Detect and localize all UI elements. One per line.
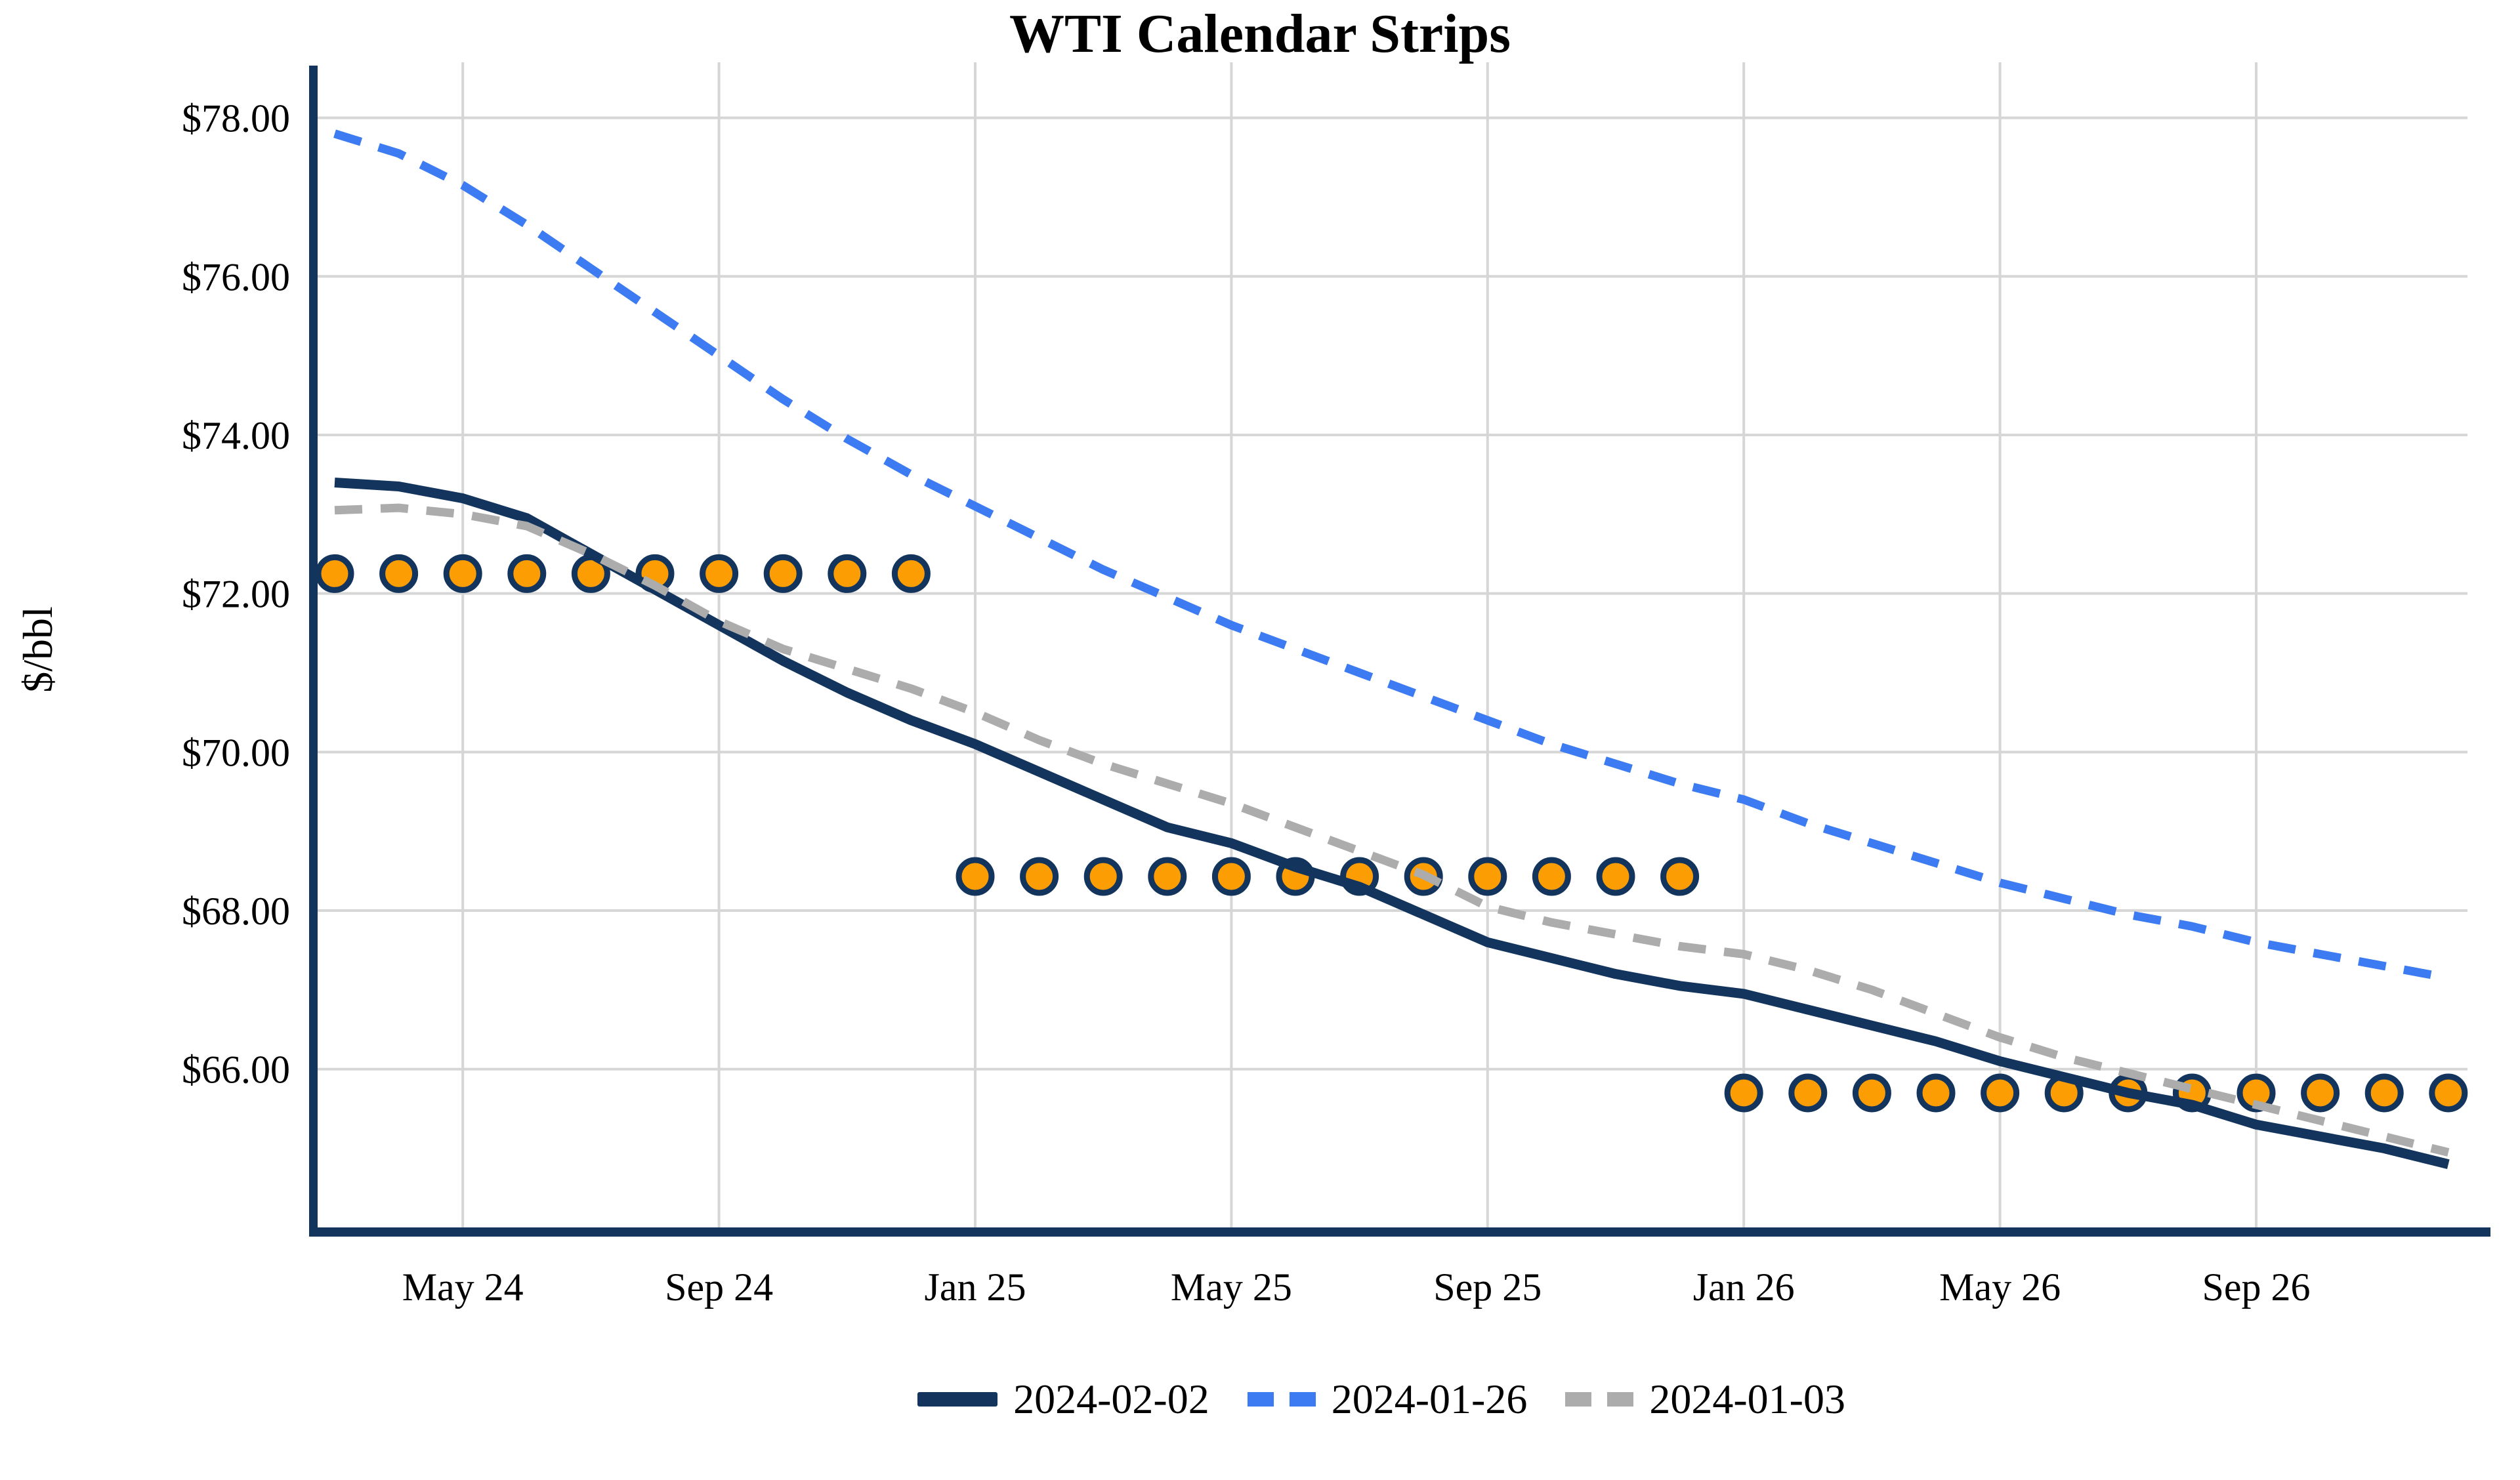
x-tick-label: Sep 25 xyxy=(1433,1265,1542,1309)
legend: 2024-02-02 2024-01-26 2024-01-03 xyxy=(0,1375,2520,1424)
strip-dot xyxy=(1981,1073,2020,1113)
plot-area: $66.00 $68.00 $70.00 $72.00 $74.00 $76.00 $78.… xyxy=(182,62,2490,1309)
series-line-2024-01-26 xyxy=(333,129,2449,983)
y-tick-label: $66.00 xyxy=(182,1048,290,1092)
strip-dot xyxy=(956,857,995,896)
strip-dot xyxy=(1468,857,1507,896)
strip-dot xyxy=(443,554,482,593)
strip-dot xyxy=(1788,1073,1828,1113)
legend-swatch-solid-navy xyxy=(917,1392,998,1407)
strip-dot xyxy=(1596,857,1635,896)
y-tick-label: $78.00 xyxy=(182,97,290,140)
strip-dot xyxy=(1724,1073,1763,1113)
x-tick-label: May 24 xyxy=(402,1265,524,1309)
strip-dot xyxy=(507,554,547,593)
chart-title: WTI Calendar Strips xyxy=(1009,3,1511,64)
legend-label: 2024-02-02 xyxy=(1013,1376,1209,1422)
y-tick-label: $70.00 xyxy=(182,731,290,774)
strip-dot xyxy=(891,554,931,593)
x-tick-label: Jan 25 xyxy=(925,1265,1026,1309)
y-tick-label: $68.00 xyxy=(182,890,290,933)
strip-dot xyxy=(1083,857,1123,896)
strip-dot xyxy=(700,554,739,593)
strip-dot xyxy=(2301,1073,2340,1113)
strip-dot xyxy=(1532,857,1571,896)
strip-dot xyxy=(1020,857,1059,896)
strip-dot xyxy=(828,554,867,593)
legend-item-2024-01-26: 2024-01-26 xyxy=(1247,1375,1528,1424)
strip-dot xyxy=(2236,1073,2276,1113)
x-tick-label: Sep 24 xyxy=(665,1265,773,1309)
strip-dot xyxy=(2429,1073,2468,1113)
y-axis-title: $/bbl xyxy=(14,606,61,693)
x-tick-label: Jan 26 xyxy=(1693,1265,1795,1309)
legend-item-2024-01-03: 2024-01-03 xyxy=(1565,1375,1845,1424)
strip-dot xyxy=(1916,1073,1956,1113)
y-tick-label: $74.00 xyxy=(182,414,290,457)
x-tick-label: May 25 xyxy=(1171,1265,1292,1309)
strip-dot xyxy=(315,554,354,593)
legend-swatch-dashed-gray xyxy=(1565,1392,1634,1407)
strip-dot xyxy=(1660,857,1700,896)
strip-dot xyxy=(1211,857,1251,896)
legend-label: 2024-01-26 xyxy=(1331,1376,1528,1422)
strip-dot xyxy=(1852,1073,1891,1113)
x-tick-label: Sep 26 xyxy=(2202,1265,2311,1309)
y-tick-label: $76.00 xyxy=(182,255,290,298)
x-axis-spine xyxy=(309,1227,2490,1237)
strip-dot xyxy=(1148,857,1187,896)
x-tick-label: May 26 xyxy=(1939,1265,2061,1309)
series-line-2024-01-03 xyxy=(334,503,2450,1157)
y-tick-label: $72.00 xyxy=(182,573,290,616)
y-axis-spine xyxy=(309,66,318,1237)
strip-dot xyxy=(763,554,803,593)
strip-dot xyxy=(379,554,419,593)
strip-dot xyxy=(2364,1073,2404,1113)
legend-label: 2024-01-03 xyxy=(1649,1376,1845,1422)
legend-item-2024-02-02: 2024-02-02 xyxy=(917,1375,1209,1424)
legend-swatch-dashed-blue xyxy=(1247,1392,1316,1407)
